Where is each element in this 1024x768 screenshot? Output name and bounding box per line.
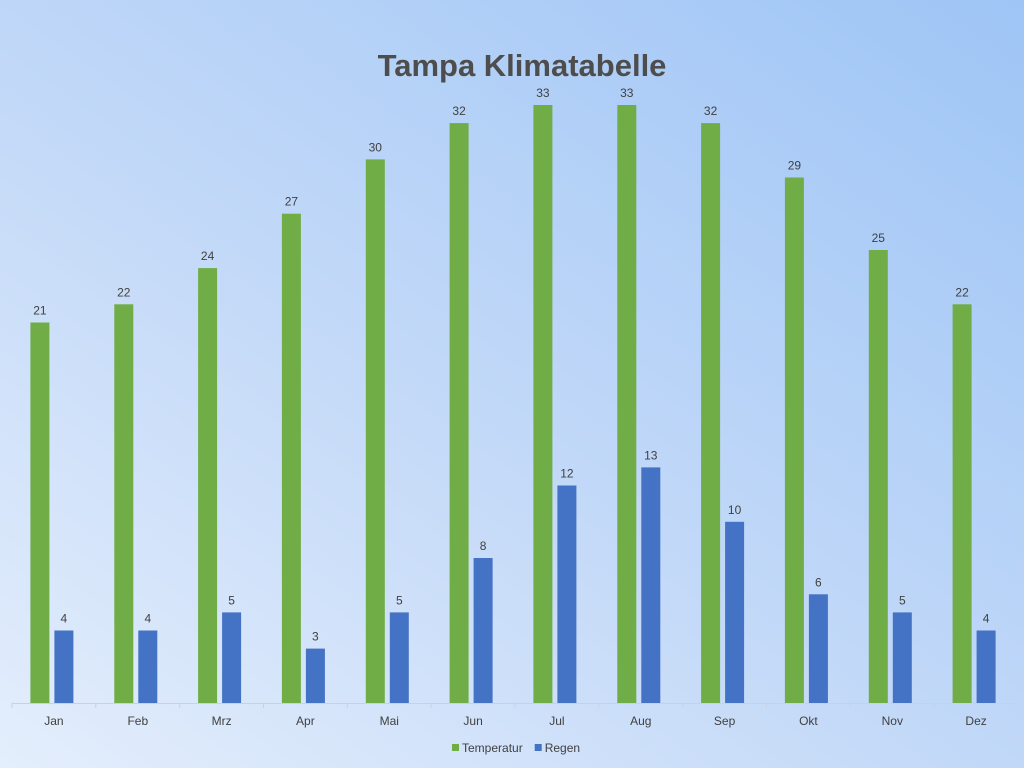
label-temperatur-apr: 27 — [285, 195, 299, 209]
x-tick-jul: Jul — [549, 714, 564, 728]
bar-temperatur-jan — [30, 322, 50, 703]
legend-swatch-regen — [534, 744, 542, 751]
bar-temperatur-apr — [281, 213, 301, 703]
label-regen-nov: 5 — [899, 593, 906, 607]
x-tick-apr: Apr — [296, 714, 315, 728]
x-tick-aug: Aug — [630, 714, 651, 728]
x-tick-feb: Feb — [127, 714, 148, 728]
bar-regen-jan — [54, 630, 74, 703]
label-regen-jul: 12 — [560, 467, 574, 481]
value-labels-layer: 21 4 22 4 24 5 27 3 30 5 32 8 33 12 33 13 32 10 29 6 25 5 22 4 — [33, 86, 990, 644]
label-temperatur-feb: 22 — [117, 285, 131, 299]
label-regen-dez: 4 — [983, 612, 990, 626]
x-tick-dez: Dez — [965, 714, 986, 728]
chart-title: Tampa Klimatabelle — [378, 48, 667, 83]
bar-temperatur-jul — [533, 105, 553, 703]
x-tick-jun: Jun — [463, 714, 482, 728]
label-temperatur-nov: 25 — [872, 231, 886, 245]
bar-regen-jul — [557, 485, 577, 703]
x-tick-sep: Sep — [714, 714, 736, 728]
label-regen-apr: 3 — [312, 630, 319, 644]
legend-swatch-temperatur — [452, 744, 459, 751]
bar-regen-aug — [641, 467, 661, 703]
x-tick-mai: Mai — [380, 714, 399, 728]
bar-temperatur-nov — [868, 250, 888, 703]
label-temperatur-okt: 29 — [788, 159, 802, 173]
x-tick-okt: Okt — [799, 714, 818, 728]
bar-regen-sep — [725, 521, 745, 703]
label-temperatur-mrz: 24 — [201, 249, 215, 263]
legend: Temperatur Regen — [452, 741, 580, 755]
x-axis: Jan Feb Mrz Apr Mai Jun Jul Aug Sep Okt Nov Dez — [11, 703, 1019, 728]
label-temperatur-aug: 33 — [620, 86, 634, 100]
bar-temperatur-dez — [952, 304, 972, 703]
label-regen-aug: 13 — [644, 448, 658, 462]
bar-regen-feb — [138, 630, 158, 703]
bar-temperatur-mrz — [198, 268, 218, 703]
bar-regen-mai — [389, 612, 409, 703]
legend-label-temperatur: Temperatur — [462, 741, 523, 755]
bar-temperatur-jun — [449, 123, 469, 704]
label-regen-okt: 6 — [815, 575, 822, 589]
label-regen-jun: 8 — [480, 539, 487, 553]
label-temperatur-jul: 33 — [536, 86, 550, 100]
label-regen-feb: 4 — [144, 612, 151, 626]
legend-label-regen: Regen — [545, 741, 580, 755]
bar-temperatur-feb — [114, 304, 134, 703]
label-regen-sep: 10 — [728, 503, 742, 517]
bar-temperatur-okt — [784, 177, 804, 703]
label-regen-mrz: 5 — [228, 593, 235, 607]
x-tick-jan: Jan — [44, 714, 63, 728]
label-temperatur-dez: 22 — [955, 285, 969, 299]
bar-regen-mrz — [222, 612, 242, 703]
bar-regen-apr — [305, 648, 325, 703]
bar-temperatur-sep — [701, 123, 721, 704]
label-temperatur-jun: 32 — [452, 104, 466, 118]
label-temperatur-mai: 30 — [369, 140, 383, 154]
bar-regen-nov — [892, 612, 912, 703]
bar-regen-okt — [808, 594, 828, 703]
bar-regen-jun — [473, 558, 493, 703]
x-tick-nov: Nov — [882, 714, 903, 728]
label-temperatur-jan: 21 — [33, 304, 47, 318]
bars-layer — [30, 105, 996, 704]
label-temperatur-sep: 32 — [704, 104, 718, 118]
bar-temperatur-aug — [617, 105, 637, 703]
bar-regen-dez — [976, 630, 996, 703]
x-tick-mrz: Mrz — [212, 714, 232, 728]
label-regen-mai: 5 — [396, 593, 403, 607]
label-regen-jan: 4 — [61, 612, 68, 626]
bar-temperatur-mai — [365, 159, 385, 703]
